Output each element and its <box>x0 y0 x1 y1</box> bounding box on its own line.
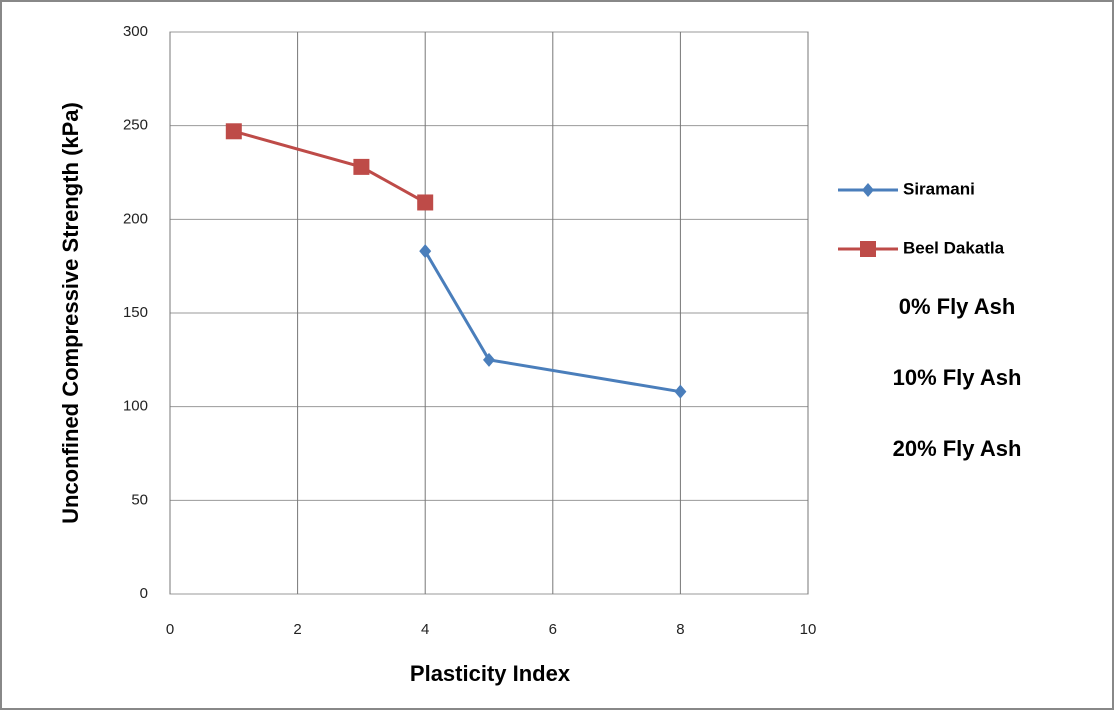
marker <box>860 241 876 257</box>
y-tick-label: 300 <box>123 23 148 40</box>
legend-label: Beel Dakatla <box>903 238 1005 257</box>
legend-label: Siramani <box>903 179 975 198</box>
marker <box>225 123 242 140</box>
marker <box>417 194 434 211</box>
marker <box>353 158 370 175</box>
x-tick-label: 2 <box>293 621 301 638</box>
marker <box>862 183 874 197</box>
annotation: 10% Fly Ash <box>893 365 1022 390</box>
y-tick-label: 100 <box>123 398 148 415</box>
y-tick-label: 250 <box>123 117 148 134</box>
x-tick-label: 10 <box>800 621 817 638</box>
y-tick-label: 200 <box>123 210 148 227</box>
marker <box>674 384 687 399</box>
y-tick-label: 150 <box>123 304 148 321</box>
x-tick-label: 0 <box>166 621 174 638</box>
marker <box>419 244 432 259</box>
x-axis-title: Plasticity Index <box>410 661 571 686</box>
annotation: 0% Fly Ash <box>899 294 1016 319</box>
y-axis-title: Unconfined Compressive Strength (kPa) <box>58 102 83 524</box>
y-tick-label: 50 <box>131 491 148 508</box>
y-tick-label: 0 <box>140 585 148 602</box>
x-tick-label: 4 <box>421 621 429 638</box>
x-tick-label: 8 <box>676 621 684 638</box>
annotation: 20% Fly Ash <box>893 436 1022 461</box>
x-tick-label: 6 <box>549 621 557 638</box>
marker <box>483 352 495 367</box>
